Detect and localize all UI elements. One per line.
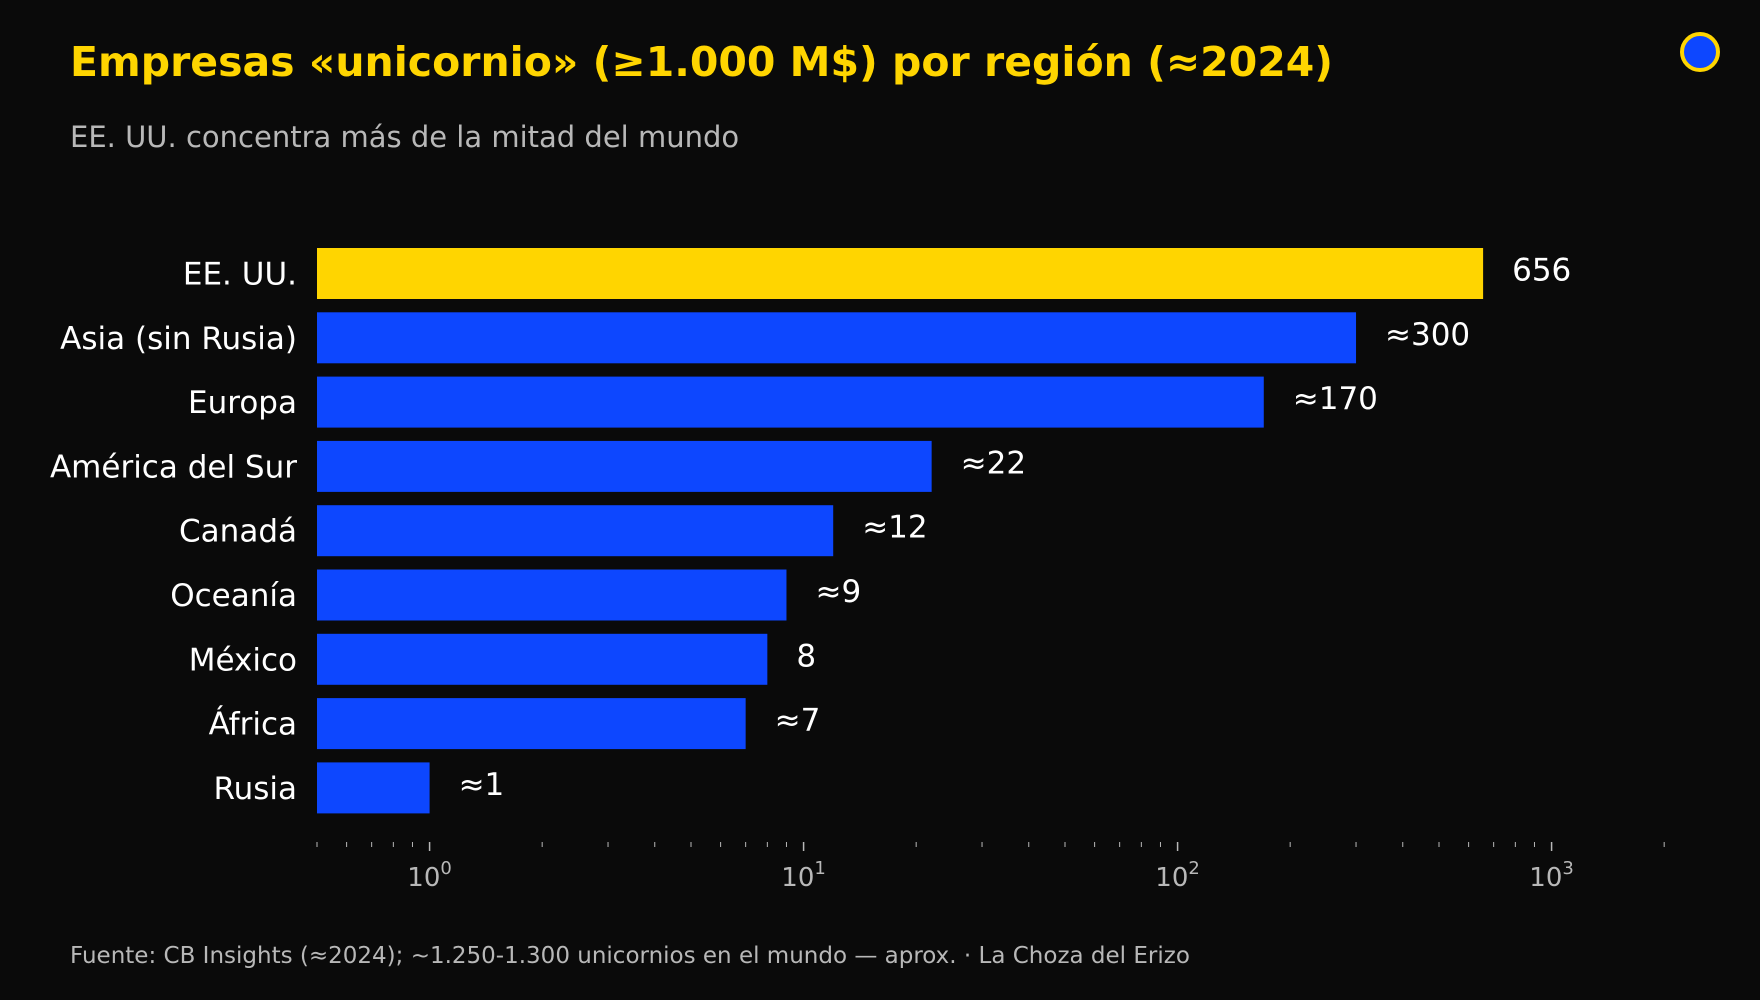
value-label: ≈1 [459, 767, 505, 803]
value-labels: 656 ≈300≈170 ≈22 ≈12≈9 8 ≈7 ≈1 [459, 253, 1572, 803]
value-label: ≈12 [862, 510, 927, 546]
chart-title: Empresas «unicornio» (≥1.000 M$) por reg… [70, 38, 1334, 86]
brand-dot-icon [1680, 32, 1720, 72]
bar [317, 569, 787, 621]
tick-label: 103 [1529, 858, 1574, 893]
bar [317, 698, 746, 750]
value-label: 656 [1512, 253, 1571, 289]
bar [317, 762, 430, 814]
value-label: ≈170 [1293, 381, 1378, 417]
category-label: México [189, 642, 297, 678]
category-label: Canadá [179, 514, 297, 550]
value-label: 8 [796, 638, 816, 674]
bars [317, 248, 1484, 814]
category-label: América del Sur [50, 449, 297, 485]
tick-label: 101 [781, 858, 826, 893]
category-label: Rusia [213, 771, 297, 807]
tick-label: 100 [407, 858, 452, 893]
value-label: ≈22 [961, 445, 1026, 481]
bar [317, 312, 1357, 364]
axis-minor-ticks [316, 842, 1665, 847]
tick-label: 102 [1155, 858, 1200, 893]
category-label: EE. UU. [183, 257, 297, 293]
bar [317, 376, 1264, 428]
category-labels: EE. UU. Asia (sin Rusia) Europa América del… [50, 257, 297, 807]
bar [317, 633, 768, 685]
value-label: ≈9 [815, 574, 861, 610]
axis-tick-labels: 100 101 102 103 [407, 858, 1574, 893]
category-label: Oceanía [170, 578, 297, 614]
source-note: Fuente: CB Insights (≈2024); ~1.250-1.30… [70, 943, 1190, 969]
bar [317, 440, 932, 492]
category-label: Europa [188, 385, 297, 421]
value-label: ≈300 [1385, 317, 1470, 353]
chart-subtitle: EE. UU. concentra más de la mitad del mu… [70, 120, 740, 154]
category-label: Asia (sin Rusia) [60, 321, 297, 357]
bar [317, 505, 834, 557]
value-label: ≈7 [775, 703, 821, 739]
category-label: África [209, 707, 297, 743]
bar [317, 248, 1484, 299]
axis-major-ticks [428, 842, 1553, 851]
